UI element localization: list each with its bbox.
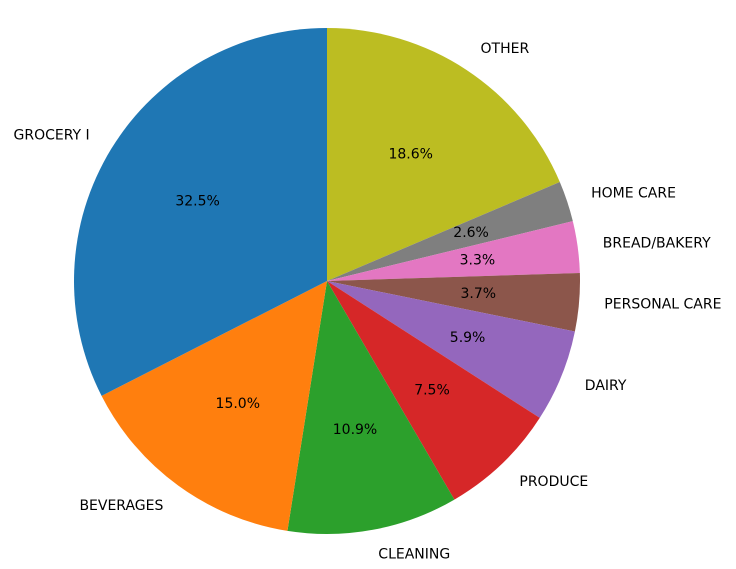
percent-labels: 18.6% 2.6% 3.3% 3.7% 5.9% 7.5% 10.9% 15.0% 32.5% [175, 146, 496, 438]
slice-beverages [101, 281, 327, 531]
percent-label-other: 18.6% [388, 146, 432, 162]
slice-grocery-i [74, 28, 328, 396]
category-label-bread-bakery: BREAD/BAKERY [603, 236, 711, 252]
slice-dairy [327, 281, 575, 418]
percent-label-grocery-i: 32.5% [175, 194, 219, 210]
percent-label-bread-bakery: 3.3% [460, 253, 496, 269]
category-label-beverages: BEVERAGES [79, 498, 163, 514]
slice-cleaning [287, 281, 455, 535]
percent-label-personal-care: 3.7% [461, 286, 497, 302]
slice-bread-bakery [327, 221, 580, 281]
slice-produce [327, 281, 540, 500]
percent-label-beverages: 15.0% [216, 396, 260, 412]
category-label-cleaning: CLEANING [378, 547, 450, 563]
category-label-home-care: HOME CARE [591, 185, 676, 201]
category-label-other: OTHER [481, 41, 530, 57]
category-label-grocery-i: GROCERY I [14, 128, 90, 144]
pie-slices [74, 28, 581, 535]
category-labels: OTHER HOME CARE BREAD/BAKERY PERSONAL CARE D… [14, 41, 722, 563]
percent-label-produce: 7.5% [414, 383, 450, 399]
percent-label-cleaning: 10.9% [333, 422, 377, 438]
slice-personal-care [327, 273, 581, 332]
category-label-produce: PRODUCE [519, 474, 588, 490]
slice-home-care [327, 181, 573, 281]
slice-other [327, 28, 560, 281]
category-label-personal-care: PERSONAL CARE [604, 297, 721, 313]
percent-label-home-care: 2.6% [453, 225, 489, 241]
category-label-dairy: DAIRY [585, 378, 627, 394]
percent-label-dairy: 5.9% [450, 330, 486, 346]
